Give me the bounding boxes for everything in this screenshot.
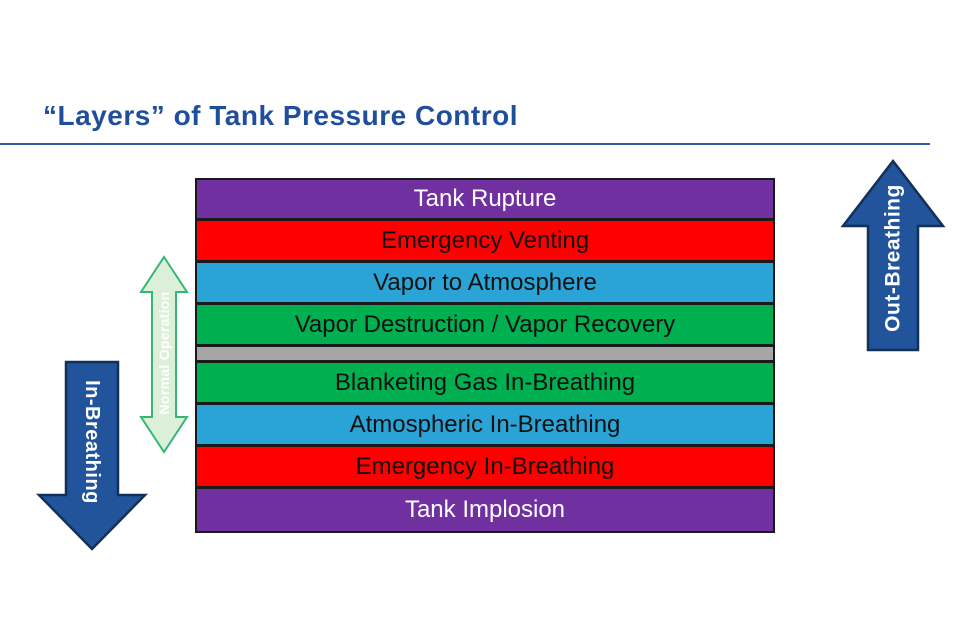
layer-stack: Tank Rupture Emergency Venting Vapor to At… [195, 178, 775, 533]
up-arrow-icon [840, 158, 946, 352]
layer-row-8: Emergency In-Breathing [197, 447, 773, 489]
layer-row-3: Vapor to Atmosphere [197, 263, 773, 305]
layer-row-4: Vapor Destruction / Vapor Recovery [197, 305, 773, 347]
out-breathing-label: Out-Breathing [882, 184, 905, 332]
layer-row-1: Tank Rupture [197, 180, 773, 221]
down-arrow-icon [36, 360, 148, 551]
in-breathing-label: In-Breathing [81, 380, 103, 504]
layer-label: Atmospheric In-Breathing [349, 410, 621, 438]
layer-label: Vapor Destruction / Vapor Recovery [294, 310, 676, 338]
layer-row-7: Atmospheric In-Breathing [197, 405, 773, 447]
layer-row-5 [197, 347, 773, 363]
layer-label: Tank Implosion [404, 496, 566, 523]
normal-operation-arrow: Normal Operation [139, 255, 189, 454]
double-arrow-icon [139, 255, 189, 454]
layer-row-2: Emergency Venting [197, 221, 773, 263]
layer-row-6: Blanketing Gas In-Breathing [197, 363, 773, 405]
page-title: “Layers” of Tank Pressure Control [43, 100, 518, 131]
out-breathing-arrow: Out-Breathing [840, 158, 946, 352]
layer-label: Tank Rupture [413, 185, 557, 212]
layer-row-9: Tank Implosion [197, 489, 773, 531]
layer-label: Vapor to Atmosphere [373, 268, 597, 296]
layer-label: Emergency Venting [380, 226, 590, 254]
normal-operation-label: Normal Operation [156, 291, 172, 414]
layer-label: Emergency In-Breathing [355, 452, 615, 480]
title-underline [0, 143, 930, 145]
in-breathing-arrow: In-Breathing [36, 360, 148, 551]
layer-label: Blanketing Gas In-Breathing [334, 368, 636, 396]
